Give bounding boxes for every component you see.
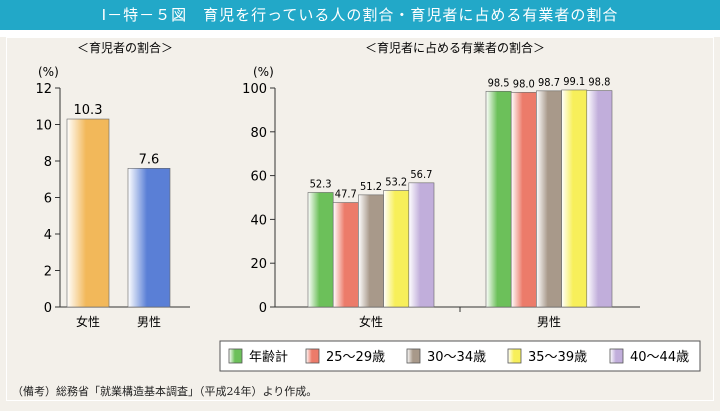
y-tick-label: 40: [250, 213, 267, 228]
data-label: 47.7: [335, 188, 357, 201]
y-tick-label: 10: [35, 119, 52, 134]
chart-title: ＜育児者の割合＞: [77, 40, 173, 55]
legend-swatch: [609, 348, 624, 364]
y-tick-label: 12: [35, 82, 52, 97]
bar: [127, 168, 171, 308]
x-tick-label: 男性: [537, 315, 561, 329]
data-label: 10.3: [74, 103, 103, 118]
bar: [586, 90, 613, 308]
source-note: （備考）総務省「就業構造基本調査」（平成24年）より作成。: [12, 385, 318, 398]
x-tick-label: 女性: [359, 314, 383, 329]
data-label: 51.2: [360, 180, 382, 193]
legend-label: 25～29歳: [326, 350, 385, 365]
data-label: 52.3: [310, 177, 332, 190]
y-tick-label: 60: [250, 170, 267, 185]
chart-frame: [6, 37, 714, 401]
data-label: 53.2: [385, 175, 407, 188]
data-label: 7.6: [139, 152, 160, 167]
bar: [383, 190, 410, 308]
legend-swatch: [228, 348, 243, 364]
data-label: 98.7: [538, 76, 560, 89]
bar: [307, 192, 334, 308]
legend-swatch: [507, 348, 522, 364]
y-tick-label: 0: [259, 301, 267, 316]
y-tick-label: 0: [44, 301, 52, 316]
bar: [510, 92, 537, 308]
x-tick-label: 男性: [137, 315, 161, 329]
data-label: 98.5: [488, 76, 510, 89]
y-tick-label: 80: [250, 126, 267, 141]
bar: [485, 90, 512, 308]
data-label: 98.8: [588, 76, 610, 89]
y-tick-label: 6: [44, 192, 52, 207]
y-tick-label: 100: [242, 82, 267, 97]
legend-label: 35～39歳: [528, 350, 587, 365]
y-tick-label: 8: [44, 155, 52, 170]
figure-title: Ⅰ－特－５図 育児を行っている人の割合・育児者に占める有業者の割合: [0, 0, 720, 30]
bar: [536, 90, 562, 308]
legend-swatch: [305, 348, 320, 364]
data-label: 56.7: [410, 168, 432, 181]
bar: [332, 202, 359, 308]
divider: [0, 30, 720, 37]
y-tick-label: 20: [250, 257, 267, 272]
legend-label: 年齢計: [249, 349, 288, 365]
y-axis-label: (%): [38, 65, 59, 79]
y-tick-label: 2: [44, 265, 52, 280]
y-axis-label: (%): [253, 65, 274, 79]
data-label: 98.0: [513, 77, 535, 90]
chart-title: ＜育児者に占める有業者の割合＞: [365, 40, 545, 55]
bar: [561, 89, 588, 308]
data-label: 99.1: [563, 75, 585, 88]
bar: [358, 194, 384, 308]
bar: [66, 118, 110, 308]
x-tick-label: 女性: [76, 314, 100, 329]
legend-swatch: [406, 348, 421, 364]
legend-label: 40～44歳: [630, 350, 689, 365]
y-tick-label: 4: [44, 228, 52, 243]
legend-label: 30～34歳: [427, 350, 486, 365]
bar: [408, 182, 435, 308]
